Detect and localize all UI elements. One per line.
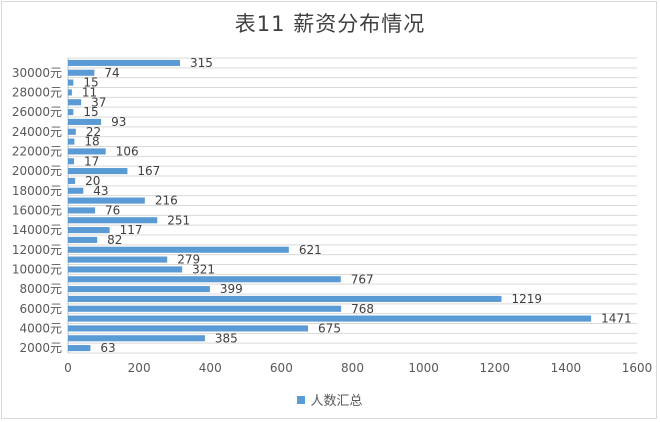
bar (68, 187, 84, 194)
data-label: 385 (215, 331, 238, 345)
data-label: 315 (190, 56, 213, 70)
data-label: 117 (120, 223, 143, 237)
data-label: 15 (83, 76, 98, 90)
y-tick-label: 2000元 (19, 341, 62, 355)
legend-label: 人数汇总 (310, 394, 363, 409)
x-tick-label: 0 (64, 361, 72, 375)
y-tick-label: 22000元 (12, 144, 62, 158)
data-label: 251 (167, 213, 190, 227)
y-tick-label: 10000元 (12, 262, 62, 276)
bar (68, 335, 205, 342)
data-label: 621 (299, 243, 322, 257)
bar (68, 128, 76, 135)
data-label: 1219 (512, 292, 543, 306)
bar (68, 138, 75, 145)
x-tick-label: 400 (199, 361, 222, 375)
bar (68, 89, 72, 96)
bar (68, 256, 168, 263)
bar (68, 266, 183, 273)
data-label: 20 (85, 174, 100, 188)
bar (68, 246, 289, 253)
data-label: 76 (105, 203, 120, 217)
data-label: 216 (155, 194, 178, 208)
bar (68, 148, 106, 155)
bar (68, 99, 82, 106)
bar (68, 315, 592, 322)
bar (68, 305, 342, 312)
bar (68, 118, 102, 125)
data-label: 93 (111, 115, 126, 129)
data-label: 279 (177, 253, 200, 267)
bar (68, 236, 98, 243)
data-label: 82 (107, 233, 122, 247)
chart-title: 表11 薪资分布情况 (234, 12, 426, 36)
bar (68, 59, 181, 66)
bar (68, 286, 210, 293)
data-label: 74 (104, 66, 119, 80)
data-label: 11 (82, 85, 97, 99)
y-tick-label: 20000元 (12, 164, 62, 178)
x-tick-label: 800 (341, 361, 364, 375)
y-tick-label: 26000元 (12, 105, 62, 119)
bar (68, 295, 502, 302)
data-label: 321 (192, 262, 215, 276)
y-tick-label: 24000元 (12, 125, 62, 139)
bar (68, 158, 75, 165)
data-label: 1471 (601, 312, 632, 326)
data-label: 18 (84, 135, 99, 149)
data-label: 767 (351, 272, 374, 286)
data-label: 43 (93, 184, 108, 198)
bar (68, 79, 74, 86)
y-tick-label: 28000元 (12, 85, 62, 99)
bar (68, 227, 110, 234)
data-label: 22 (86, 125, 101, 139)
y-tick-label: 4000元 (19, 321, 62, 335)
x-tick-label: 1000 (408, 361, 439, 375)
data-label: 768 (351, 302, 374, 316)
y-tick-label: 12000元 (12, 243, 62, 257)
data-label: 675 (318, 321, 341, 335)
y-tick-label: 8000元 (19, 282, 62, 296)
y-tick-label: 16000元 (12, 203, 62, 217)
data-label: 106 (116, 144, 139, 158)
data-label: 167 (137, 164, 160, 178)
x-tick-label: 1400 (551, 361, 582, 375)
bar (68, 276, 341, 283)
legend: 人数汇总 (0, 390, 660, 409)
bar (68, 197, 145, 204)
x-tick-label: 200 (128, 361, 151, 375)
y-tick-label: 30000元 (12, 66, 62, 80)
y-tick-label: 18000元 (12, 184, 62, 198)
legend-swatch (297, 396, 306, 404)
data-label: 37 (91, 95, 106, 109)
bar (68, 168, 128, 175)
bar (68, 109, 74, 116)
data-label: 17 (84, 154, 99, 168)
bar (68, 325, 309, 332)
x-tick-label: 1200 (479, 361, 510, 375)
bar (68, 69, 95, 76)
bar (68, 207, 96, 214)
bar (68, 345, 91, 352)
bar (68, 177, 76, 184)
x-tick-label: 1600 (622, 361, 653, 375)
x-tick-label: 600 (270, 361, 293, 375)
data-label: 63 (100, 341, 115, 355)
bar (68, 217, 158, 224)
y-tick-label: 6000元 (19, 302, 62, 316)
data-label: 399 (220, 282, 243, 296)
y-tick-label: 14000元 (12, 223, 62, 237)
data-label: 15 (83, 105, 98, 119)
